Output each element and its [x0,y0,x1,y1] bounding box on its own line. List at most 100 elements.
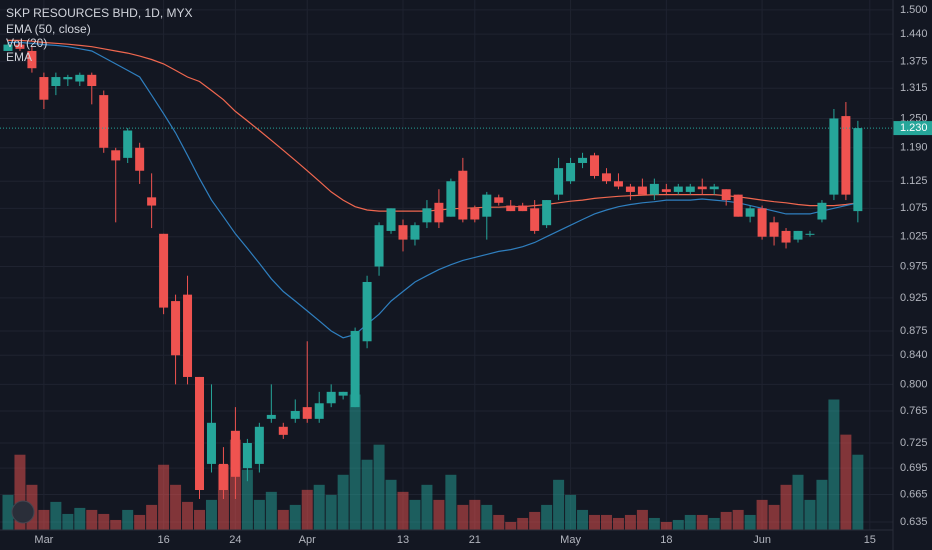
candle-body [135,147,145,171]
y-tick-label: 0.875 [900,325,928,337]
candle-body [829,118,839,195]
x-tick-label: 24 [229,534,241,546]
candle-body [410,225,420,240]
candle-body [242,443,252,469]
logo[interactable] [11,500,35,524]
volume-bar [612,517,624,530]
candle-body [159,233,169,308]
candle-body [637,186,647,195]
volume-bar [170,484,182,530]
candle-body [290,411,300,419]
candle-body [817,202,827,220]
candle-layer [3,42,863,499]
volume-bar [445,474,457,530]
y-tick-label: 1.500 [900,4,928,16]
volume-bar [840,434,852,530]
y-tick-label: 0.925 [900,292,928,304]
volume-bar [205,499,217,530]
y-tick-label: 1.315 [900,82,928,94]
y-tick-label: 1.440 [900,28,928,40]
volume-bar [541,504,553,530]
chart-title: SKP RESOURCES BHD, 1D, MYX [6,6,193,20]
y-tick-label: 1.375 [900,56,928,68]
volume-bar [517,517,529,530]
volume-bar [636,509,648,530]
candle-body [362,281,372,342]
volume-bar [2,494,14,530]
volume-bar [648,517,660,530]
volume-bar [38,509,50,530]
volume-bar [589,514,601,530]
candle-body [554,168,564,195]
candle-body [793,230,803,240]
candle-body [721,189,731,201]
candle-body [697,186,707,190]
volume-bar [265,491,277,530]
candle-body [601,173,611,182]
volume-bar [86,509,98,530]
candle-body [183,294,193,377]
volume-bar [600,514,612,530]
volume-bar [816,479,828,530]
candle-body [111,150,121,161]
volume-bar [529,511,541,530]
volume-bar [852,454,864,530]
candle-body [506,205,516,212]
x-tick-label: 16 [157,534,169,546]
candle-body [745,208,755,217]
volume-bar [134,514,146,530]
volume-bar [337,474,349,530]
volume-bar [373,444,385,530]
volume-bar [361,459,373,530]
ema-line [8,39,858,212]
last-price-label: 1.230 [900,122,928,134]
legend-item: EMA [6,50,32,64]
candle-body [446,181,456,217]
volume-bar [732,509,744,530]
volume-bar [277,509,289,530]
candle-body [230,430,240,477]
volume-bar [553,479,565,530]
candle-body [51,77,61,87]
candle-body [15,44,25,49]
y-tick-label: 1.125 [900,175,928,187]
y-tick-label: 0.800 [900,378,928,390]
candle-body [350,330,360,408]
axis-layer: 1.5001.4401.3751.3151.2501.1901.1251.075… [0,4,932,546]
volume-bar [804,499,816,530]
candle-body [781,230,791,243]
x-tick-label: Jun [753,534,771,546]
volume-bar [421,484,433,530]
candle-body [733,194,743,217]
x-tick-label: 15 [864,534,876,546]
volume-bar [325,494,337,530]
volume-bar [301,489,313,530]
candle-body [123,130,133,158]
volume-layer [2,394,864,530]
candle-body [613,181,623,187]
volume-bar [768,504,780,530]
volume-bar [708,517,720,530]
volume-bar [744,514,756,530]
volume-bar [720,511,732,530]
candle-body [661,189,671,192]
candle-body [27,50,37,69]
candle-body [195,376,205,491]
volume-bar [828,399,840,530]
candle-body [649,183,659,195]
candle-body [302,407,312,419]
volume-bar [241,469,253,530]
candle-body [75,74,85,82]
candle-body [769,222,779,237]
volume-bar [756,499,768,530]
volume-bar [110,519,122,530]
candle-body [566,162,576,182]
y-tick-label: 1.025 [900,231,928,243]
candle-body [805,233,815,235]
candle-body [422,208,432,223]
candle-body [434,202,444,223]
candle-body [254,426,264,464]
volume-bar [122,509,134,530]
volume-bar [313,484,325,530]
volume-bar [684,514,696,530]
